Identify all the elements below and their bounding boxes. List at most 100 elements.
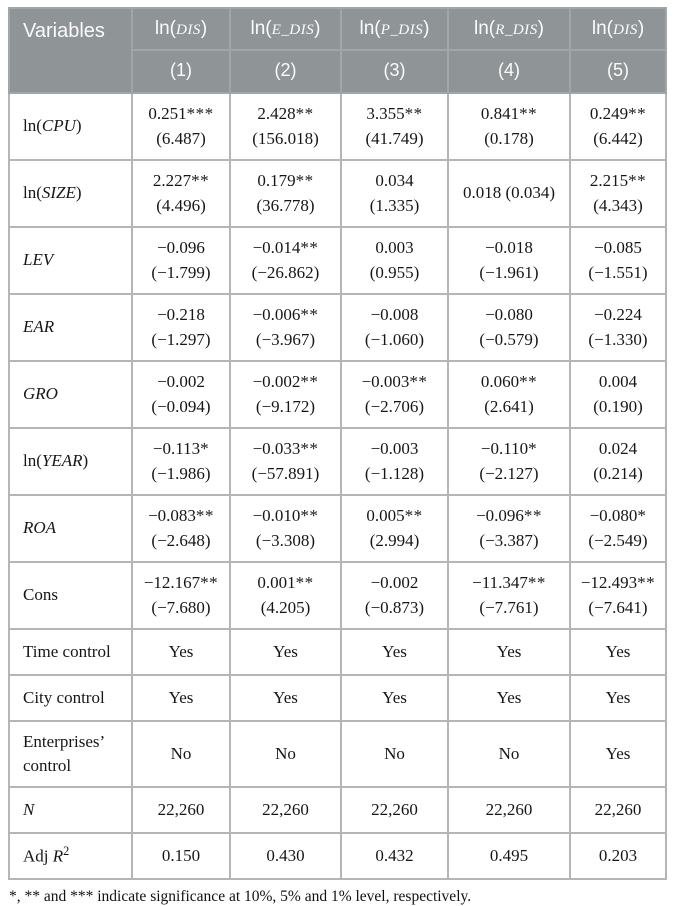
table-row: EAR −0.218 (−1.297) −0.006** (−3.967) −0.008 (… [8,293,667,362]
header-row-numbers: (1) (2) (3) (4) (5) [9,49,667,94]
data-cell: 22,260 [447,786,571,835]
ln-prefix: ln( [591,18,613,39]
coefficient: Yes [605,641,631,661]
data-cell: 0.024 (0.214) [569,427,667,496]
table-row: Cons −12.167** (−7.680) 0.001** (4.205) −0.00… [8,561,667,630]
data-cell: −0.080* (−2.549) [569,494,667,563]
significance-stars: ** [295,104,314,124]
coefficient: No [384,744,405,764]
t-statistic: (4.205) [260,597,311,617]
model-variable: DIS [612,21,638,38]
label-segment: ) [75,183,82,203]
coefficient: 0.150 [161,846,201,866]
data-cell: 0.203 [569,832,667,881]
coefficient: −0.110* [480,439,538,459]
data-cell: −12.167** (−7.680) [131,561,231,630]
t-statistic: (2.994) [369,530,420,550]
data-cell: −0.002 (−0.094) [131,360,231,429]
label-segment: ln( [23,451,42,471]
t-statistic: (156.018) [252,128,319,148]
data-cell: −0.224 (−1.330) [569,293,667,362]
close-paren: ) [637,18,645,39]
data-cell: 2.227** (4.496) [131,159,231,228]
data-cell: −11.347** (−7.761) [447,561,571,630]
label-segment: SIZE [41,183,76,203]
coefficient: 0.251*** [148,104,214,124]
coefficient: Yes [605,744,631,764]
significance-stars: ** [191,171,210,191]
data-cell: −0.083** (−2.648) [131,494,231,563]
data-cell: Yes [340,628,449,676]
data-cell: −0.002** (−9.172) [229,360,342,429]
t-statistic: (6.487) [156,128,206,148]
coefficient: −0.096 [157,238,205,258]
significance-stars: ** [200,573,219,593]
table-row: Time control Yes Yes Yes Yes Yes [8,628,667,676]
model-variable: P_DIS [380,21,424,38]
t-statistic: (−3.308) [255,530,316,550]
coefficient: No [170,744,192,764]
table-body: ln(CPU) 0.251*** (6.487) 2.428** (156.018) 3.… [8,92,667,881]
data-cell: Yes [131,628,231,676]
table-row: City control Yes Yes Yes Yes Yes [8,674,667,722]
data-cell: Yes [569,628,667,676]
coefficient: 0.003 [375,238,414,258]
significance-stars: ** [409,372,428,392]
row-label: GRO [8,360,133,429]
row-label: ln(CPU) [8,92,133,161]
data-cell: 0.430 [229,832,342,881]
data-cell: 0.005** (2.994) [340,494,449,563]
column-number: (1) [131,49,231,94]
close-paren: ) [537,18,544,39]
significance-stars: ** [300,439,319,459]
data-cell: 0.034 (1.335) [340,159,449,228]
row-label: ROA [8,494,133,563]
data-cell: 2.215** (4.343) [569,159,667,228]
data-cell: 0.003 (0.955) [340,226,449,295]
t-statistic: (−2.127) [479,463,539,483]
t-statistic: (0.190) [593,396,643,416]
label-segment: CPU [41,116,76,136]
t-statistic: (−0.579) [479,329,539,349]
model-variable: R_DIS [495,21,538,38]
coefficient: −0.080* [589,506,647,526]
coefficient: No [275,744,296,764]
coefficient: Yes [168,641,194,661]
t-statistic: (6.442) [593,128,643,148]
header-row-models: Variables ln(DIS) ln(E_DIS) ln(P_DIS) ln(R_D… [8,7,667,94]
data-cell: −0.096** (−3.387) [447,494,571,563]
coefficient: −0.113* [152,439,210,459]
significance-stars: ** [404,104,423,124]
data-cell: Yes [569,674,667,722]
coefficient: −0.080 [485,305,533,325]
data-cell: No [340,719,449,789]
row-label: Cons [8,561,133,630]
coefficient: −0.010** [252,506,319,526]
label-segment: Enterprises’ control [23,732,104,776]
significance-stars: ** [300,372,319,392]
t-statistic: (−7.761) [479,597,539,617]
label-segment: LEV [23,250,54,270]
t-statistic: (−1.128) [364,463,425,483]
data-cell: 22,260 [569,786,667,835]
t-statistic: (−1.060) [364,329,425,349]
coefficient: Yes [273,641,298,661]
data-cell: −0.002 (−0.873) [340,561,449,630]
column-header: ln(DIS) [569,7,667,51]
table-row: N 22,260 22,260 22,260 22,260 22,260 [8,786,667,835]
significance-stars: ** [195,506,214,526]
data-cell: −0.080 (−0.579) [447,293,571,362]
data-cell: No [229,719,342,789]
data-cell: No [447,719,571,789]
data-cell: 2.428** (156.018) [229,92,342,161]
significance-stars: ** [527,573,546,593]
significance-note: *, ** and *** indicate significance at 1… [9,888,472,906]
label-segment: City control [23,687,105,707]
data-cell: −0.003** (−2.706) [340,360,449,429]
data-cell: 0.251*** (6.487) [131,92,231,161]
significance-stars: ** [300,238,319,258]
coefficient: 0.060** [480,372,538,392]
label-segment: ) [75,116,82,136]
coefficient: Yes [168,687,194,707]
data-cell: No [131,719,231,789]
